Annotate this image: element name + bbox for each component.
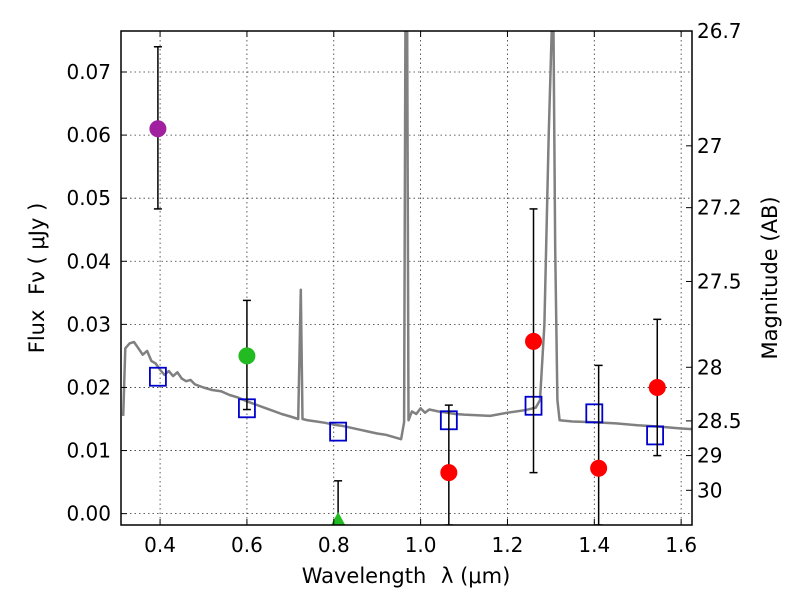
model-spectrum-line: [121, 31, 692, 441]
observed-flux-point: [149, 120, 167, 138]
x-tick-label: 0.8: [318, 533, 350, 557]
x-axis-label-symbol: λ (μm): [441, 564, 510, 588]
y-axis-label-symbol: Fν ( μJy ): [25, 203, 49, 295]
y-tick-label: 0.00: [66, 502, 111, 526]
model-flux-square: [646, 425, 664, 446]
mag-tick-label: 28: [697, 355, 722, 379]
y-tick-label: 0.03: [66, 312, 111, 336]
y-tick-label: 0.02: [66, 375, 111, 399]
observed-flux-point: [590, 459, 608, 477]
mag-tick-label: 28.5: [697, 409, 742, 433]
mag-tick-label: 27: [697, 134, 722, 158]
x-tick-label: 1.0: [405, 533, 437, 557]
y-tick-label: 0.04: [66, 249, 111, 273]
x-tick-label: 0.6: [231, 533, 263, 557]
x-axis-label: Wavelength λ (μm): [302, 564, 511, 588]
y-tick-label: 0.05: [66, 186, 111, 210]
y-tick-label: 0.06: [66, 123, 111, 147]
axes: 0.4 0.6 0.8 1.0 1.2 1.4 1.6 0.00 0.01 0.02 0.03 0.0…: [66, 19, 741, 557]
observed-flux-point: [238, 347, 256, 365]
y-axis-right-label: Magnitude (AB): [758, 196, 782, 359]
x-axis-label-text: Wavelength: [302, 564, 427, 588]
observed-flux-triangle: [331, 511, 346, 525]
plot-frame: [120, 30, 693, 526]
x-tick-label: 1.4: [578, 533, 610, 557]
model-flux-square: [585, 403, 604, 424]
mag-tick-label: 30: [697, 478, 722, 502]
x-tick-label: 1.2: [492, 533, 524, 557]
x-tick-label: 0.4: [144, 533, 176, 557]
grid-lines: [121, 31, 692, 525]
y-axis-label-text: Flux: [25, 310, 49, 354]
y-tick-label: 0.07: [66, 60, 111, 84]
mag-tick-label: 26.7: [697, 19, 742, 43]
observed-flux-point: [648, 378, 666, 396]
y-axis-label: Flux Fν ( μJy ): [25, 203, 49, 354]
plot-area: [121, 31, 692, 525]
model-flux-square: [329, 421, 348, 442]
mag-tick-label: 27.5: [697, 269, 742, 293]
y-tick-label: 0.01: [66, 439, 111, 463]
observed-flux-point: [440, 464, 458, 482]
observed-flux-point: [525, 332, 543, 350]
mag-tick-label: 27.2: [697, 196, 742, 220]
model-flux-square: [149, 366, 167, 387]
mag-tick-label: 29: [697, 444, 722, 468]
x-tick-label: 1.6: [665, 533, 697, 557]
